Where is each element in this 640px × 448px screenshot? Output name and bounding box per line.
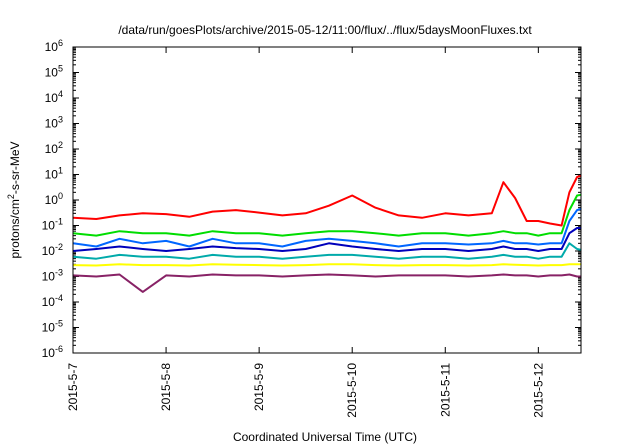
y-tick-label-exp: 2 [58,140,63,150]
y-tick-label-exp: -5 [55,319,63,329]
y-tick-label-base: 10 [42,270,56,284]
series-line-1 [72,174,582,227]
y-tick-label-exp: 4 [58,89,63,99]
y-tick-label-exp: -2 [55,242,63,252]
y-tick-label: 10-6 [42,344,63,360]
y-tick-label-base: 10 [45,193,59,207]
plot-frame [72,46,582,354]
y-tick-label-base: 10 [42,321,56,335]
chart-title: /data/run/goesPlots/archive/2015-05-12/1… [118,23,532,37]
x-tick-label: 2015-5-12 [531,363,545,418]
y-tick-label-base: 10 [45,66,59,80]
x-axis-label: Coordinated Universal Time (UTC) [233,430,417,444]
y-tick-label: 101 [45,166,63,182]
x-tick-label: 2015-5-9 [252,363,266,411]
y-tick-label-base: 10 [45,117,59,131]
x-tick-label: 2015-5-8 [159,363,173,411]
y-axis-label-base: protons/cm [8,199,22,258]
x-axis: 2015-5-7 2015-5-8 2015-5-9 2015-5-10 2015-5-… [66,47,545,418]
y-tick-label-base: 10 [42,219,56,233]
y-tick-label-exp: -6 [55,344,63,354]
y-tick-label: 103 [45,115,63,131]
y-tick-label: 100 [45,191,63,207]
y-tick-label: 10-1 [42,217,63,233]
y-tick-label-base: 10 [42,295,56,309]
x-tick-label: 2015-5-10 [345,363,359,418]
y-tick-label-exp: -1 [55,217,63,227]
x-tick-label: 2015-5-11 [438,363,452,417]
y-tick-label-base: 10 [45,168,59,182]
y-tick-label: 102 [45,140,63,156]
x-tick-label: 2015-5-7 [66,363,80,411]
y-axis-label-rest: -s-sr-MeV [8,141,22,194]
series-line-4 [72,227,581,252]
y-tick-label: 105 [45,64,63,80]
y-tick-label: 10-4 [42,293,63,309]
y-tick-label-base: 10 [45,91,59,105]
series-line-2 [72,193,582,237]
y-tick-label: 10-3 [42,268,63,284]
y-tick-label-exp: 3 [58,115,63,125]
y-tick-label: 10-5 [42,319,63,335]
series-line-5 [72,242,582,260]
y-tick-label-exp: 6 [58,38,63,48]
y-tick-label-base: 10 [45,142,59,156]
y-tick-label: 104 [45,89,63,105]
y-tick-label-base: 10 [45,40,59,54]
y-axis-label-exp: 2 [6,194,16,199]
series-lines [72,174,582,293]
y-tick-label: 10-2 [42,242,63,258]
y-tick-label: 106 [45,38,63,54]
y-axis-label: protons/cm2-s-sr-MeV [6,141,22,258]
y-tick-label-exp: 0 [58,191,63,201]
y-tick-label-exp: 5 [58,64,63,74]
y-tick-label-exp: -4 [55,293,63,303]
y-tick-label-exp: -3 [55,268,63,278]
y-tick-label-base: 10 [42,244,56,258]
y-axis: 10-610-510-410-310-210-11001011021031041… [42,38,581,360]
series-line-3 [72,207,582,248]
y-tick-label-base: 10 [42,346,56,360]
series-line-7 [72,273,581,293]
y-tick-label-exp: 1 [58,166,63,176]
series-line-6 [72,263,581,267]
